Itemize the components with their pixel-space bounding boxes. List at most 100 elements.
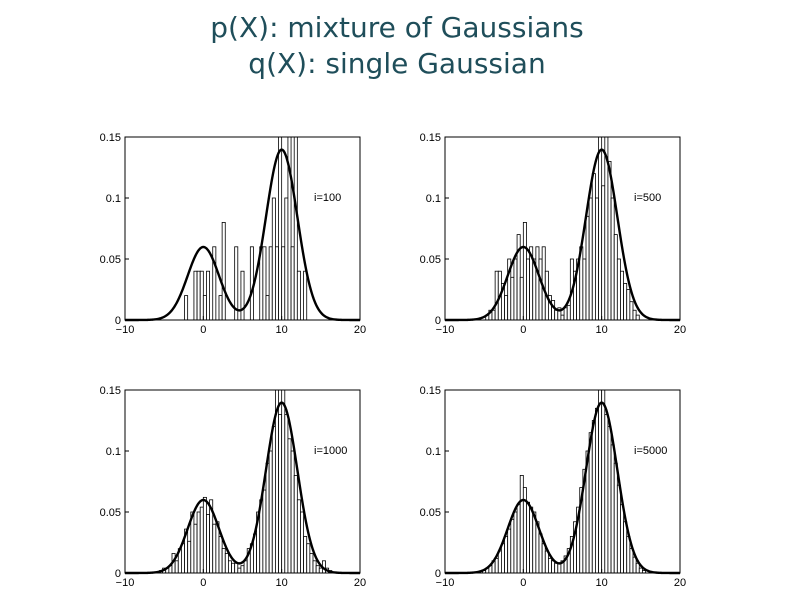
histogram-bar xyxy=(262,246,267,321)
x-tick-label: 20 xyxy=(674,324,686,336)
histogram-bar xyxy=(538,258,543,321)
histogram-bars xyxy=(184,136,308,321)
histogram-bar xyxy=(638,567,643,574)
iteration-label: i=1000 xyxy=(314,445,347,457)
panel-i500: −10 0 10 20 0 0.05 0.1 0.15 i=500 xyxy=(408,125,708,336)
histogram-bar xyxy=(494,557,499,574)
slide-title: p(X): mixture of Gaussians q(X): single … xyxy=(0,10,794,82)
histogram-bar xyxy=(588,197,593,321)
histogram-bar xyxy=(613,462,618,574)
x-tick-label: 0 xyxy=(200,577,206,589)
density-curve xyxy=(125,401,360,575)
histogram-bar xyxy=(582,258,587,321)
histogram-bar xyxy=(547,557,552,574)
histogram-bar xyxy=(494,270,499,321)
histogram-bar xyxy=(632,309,637,321)
histogram-bar xyxy=(629,548,634,574)
histogram-bar xyxy=(237,567,242,574)
histogram-bar xyxy=(284,197,289,321)
histogram-bars xyxy=(159,389,333,574)
histogram-bar xyxy=(293,475,298,574)
histogram-bar xyxy=(290,450,295,574)
histogram-bars xyxy=(485,136,640,321)
plot-frame xyxy=(444,136,681,321)
histogram-bar xyxy=(274,246,279,321)
y-tick-label: 0.15 xyxy=(420,385,441,397)
x-tick-label: 20 xyxy=(354,324,366,336)
histogram-bar xyxy=(604,414,609,574)
x-tick-label: −10 xyxy=(436,577,455,589)
x-tick-label: −10 xyxy=(116,324,135,336)
panel-i5000: −10 0 10 20 0 0.05 0.1 0.15 i=5000 xyxy=(408,378,708,589)
histogram-bar xyxy=(620,504,625,574)
histogram-bar xyxy=(296,270,301,321)
histogram-bar xyxy=(526,258,531,321)
histogram-bar xyxy=(635,314,640,321)
histogram-bar xyxy=(290,246,295,321)
histogram-bar xyxy=(196,511,201,574)
x-tick-label: 0 xyxy=(520,577,526,589)
histogram-bar xyxy=(544,550,549,574)
histogram-bar xyxy=(268,450,273,574)
y-tick-label: 0.15 xyxy=(100,132,121,144)
histogram-bar xyxy=(268,246,273,321)
histogram-bar xyxy=(306,543,311,574)
x-tick-label: −10 xyxy=(436,324,455,336)
histogram-bar xyxy=(623,282,628,321)
histogram-bar xyxy=(613,234,618,321)
histogram-bar xyxy=(318,567,323,574)
histogram-bar xyxy=(601,185,606,321)
histogram-bar xyxy=(601,389,606,574)
panel-i1000: −10 0 10 20 0 0.05 0.1 0.15 i=1000 xyxy=(88,378,388,589)
y-tick-label: 0 xyxy=(435,568,441,580)
title-line-2: q(X): single Gaussian xyxy=(248,47,546,80)
histogram-bar xyxy=(504,535,509,574)
histogram-bar xyxy=(196,270,201,321)
histogram-bar xyxy=(181,543,185,574)
histogram-bar xyxy=(557,562,562,574)
histogram-bar xyxy=(278,136,283,321)
y-tick-label: 0.1 xyxy=(426,446,441,458)
histogram-bar xyxy=(560,314,565,321)
histogram-bar xyxy=(221,222,226,321)
histogram-bar xyxy=(212,523,217,574)
x-tick-label: 10 xyxy=(276,324,288,336)
y-tick-label: 0.1 xyxy=(106,193,121,205)
histogram-bar xyxy=(262,489,267,574)
histogram-bar xyxy=(538,533,543,574)
histogram-bar xyxy=(519,276,524,321)
histogram-bar xyxy=(563,307,568,321)
histogram-bar xyxy=(623,521,628,574)
x-tick-label: 20 xyxy=(354,577,366,589)
histogram-bar xyxy=(243,560,248,574)
histogram-bar xyxy=(598,389,603,574)
histogram-bar xyxy=(554,562,559,574)
density-curve xyxy=(125,148,360,322)
y-tick-label: 0.15 xyxy=(100,385,121,397)
x-tick-label: 0 xyxy=(200,324,206,336)
histogram-bar xyxy=(607,426,612,574)
histogram-bar xyxy=(535,246,540,321)
histogram-bar xyxy=(516,504,521,574)
histogram-bar xyxy=(218,295,223,321)
iteration-label: i=100 xyxy=(314,192,341,204)
histogram-bar xyxy=(504,295,509,321)
histogram-bar xyxy=(287,438,292,574)
y-tick-label: 0 xyxy=(115,315,121,327)
histogram-bar xyxy=(278,414,283,574)
histogram-bar xyxy=(585,215,590,321)
iteration-label: i=500 xyxy=(634,192,661,204)
histogram-bar xyxy=(284,414,289,574)
histogram-bars xyxy=(482,389,646,574)
histogram-bar xyxy=(265,295,270,321)
histogram-bar xyxy=(240,565,245,574)
histogram-bar xyxy=(193,270,198,321)
x-tick-label: −10 xyxy=(116,577,135,589)
histogram-bar xyxy=(309,553,314,574)
histogram-bar xyxy=(620,270,625,321)
y-tick-label: 0.05 xyxy=(420,507,441,519)
histogram-bar xyxy=(227,560,232,574)
histogram-bar xyxy=(591,173,596,321)
